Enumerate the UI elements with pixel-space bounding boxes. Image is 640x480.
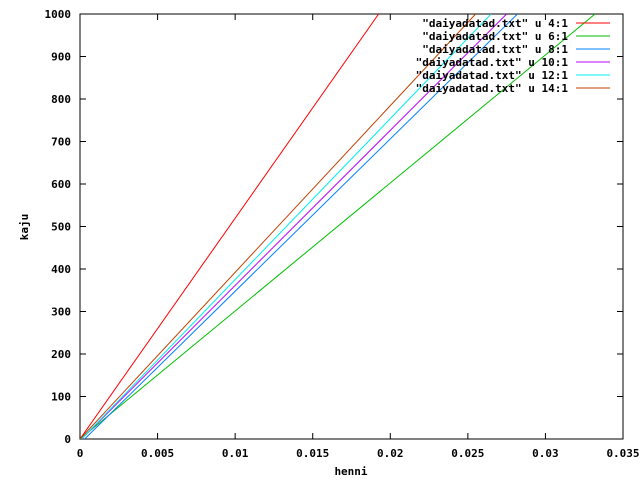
y-tick-label: 400 bbox=[51, 263, 71, 276]
series-line-3 bbox=[84, 14, 518, 439]
x-tick-label: 0.005 bbox=[141, 447, 174, 460]
legend-label: "daiyadatad.txt" u 4:1 bbox=[422, 17, 568, 30]
legend-label: "daiyadatad.txt" u 8:1 bbox=[422, 43, 568, 56]
x-tick-label: 0.035 bbox=[606, 447, 639, 460]
y-axis: 0 100 200 300 400 500 600 700 800 900 1000 bbox=[45, 8, 623, 446]
y-tick-label: 500 bbox=[51, 221, 71, 234]
y-tick-label: 700 bbox=[51, 136, 71, 149]
x-axis: 0 0.005 0.01 0.015 0.02 0.025 0.03 0.035 bbox=[77, 14, 640, 460]
y-tick-label: 200 bbox=[51, 348, 71, 361]
y-tick-label: 1000 bbox=[45, 8, 72, 21]
series-line-6 bbox=[80, 14, 476, 439]
legend-label: "daiyadatad.txt" u 12:1 bbox=[416, 69, 569, 82]
x-tick-label: 0.03 bbox=[532, 447, 559, 460]
y-axis-label: kaju bbox=[18, 214, 31, 241]
legend: "daiyadatad.txt" u 4:1"daiyadatad.txt" u… bbox=[416, 17, 610, 95]
series-line-5 bbox=[81, 14, 492, 439]
x-axis-label: henni bbox=[334, 465, 367, 478]
y-tick-label: 0 bbox=[64, 433, 71, 446]
y-tick-label: 300 bbox=[51, 306, 71, 319]
x-tick-label: 0.015 bbox=[296, 447, 329, 460]
y-tick-label: 100 bbox=[51, 391, 71, 404]
legend-label: "daiyadatad.txt" u 10:1 bbox=[416, 56, 569, 69]
legend-label: "daiyadatad.txt" u 14:1 bbox=[416, 82, 569, 95]
x-tick-label: 0.02 bbox=[377, 447, 404, 460]
legend-label: "daiyadatad.txt" u 6:1 bbox=[422, 30, 568, 43]
x-tick-label: 0 bbox=[77, 447, 84, 460]
series-line-1 bbox=[80, 14, 380, 439]
x-tick-label: 0.025 bbox=[451, 447, 484, 460]
series-lines bbox=[80, 14, 596, 439]
y-tick-label: 600 bbox=[51, 178, 71, 191]
series-line-4 bbox=[81, 14, 507, 439]
y-tick-label: 900 bbox=[51, 51, 71, 64]
series-line-2 bbox=[80, 14, 596, 439]
x-tick-label: 0.01 bbox=[222, 447, 249, 460]
y-tick-label: 800 bbox=[51, 93, 71, 106]
